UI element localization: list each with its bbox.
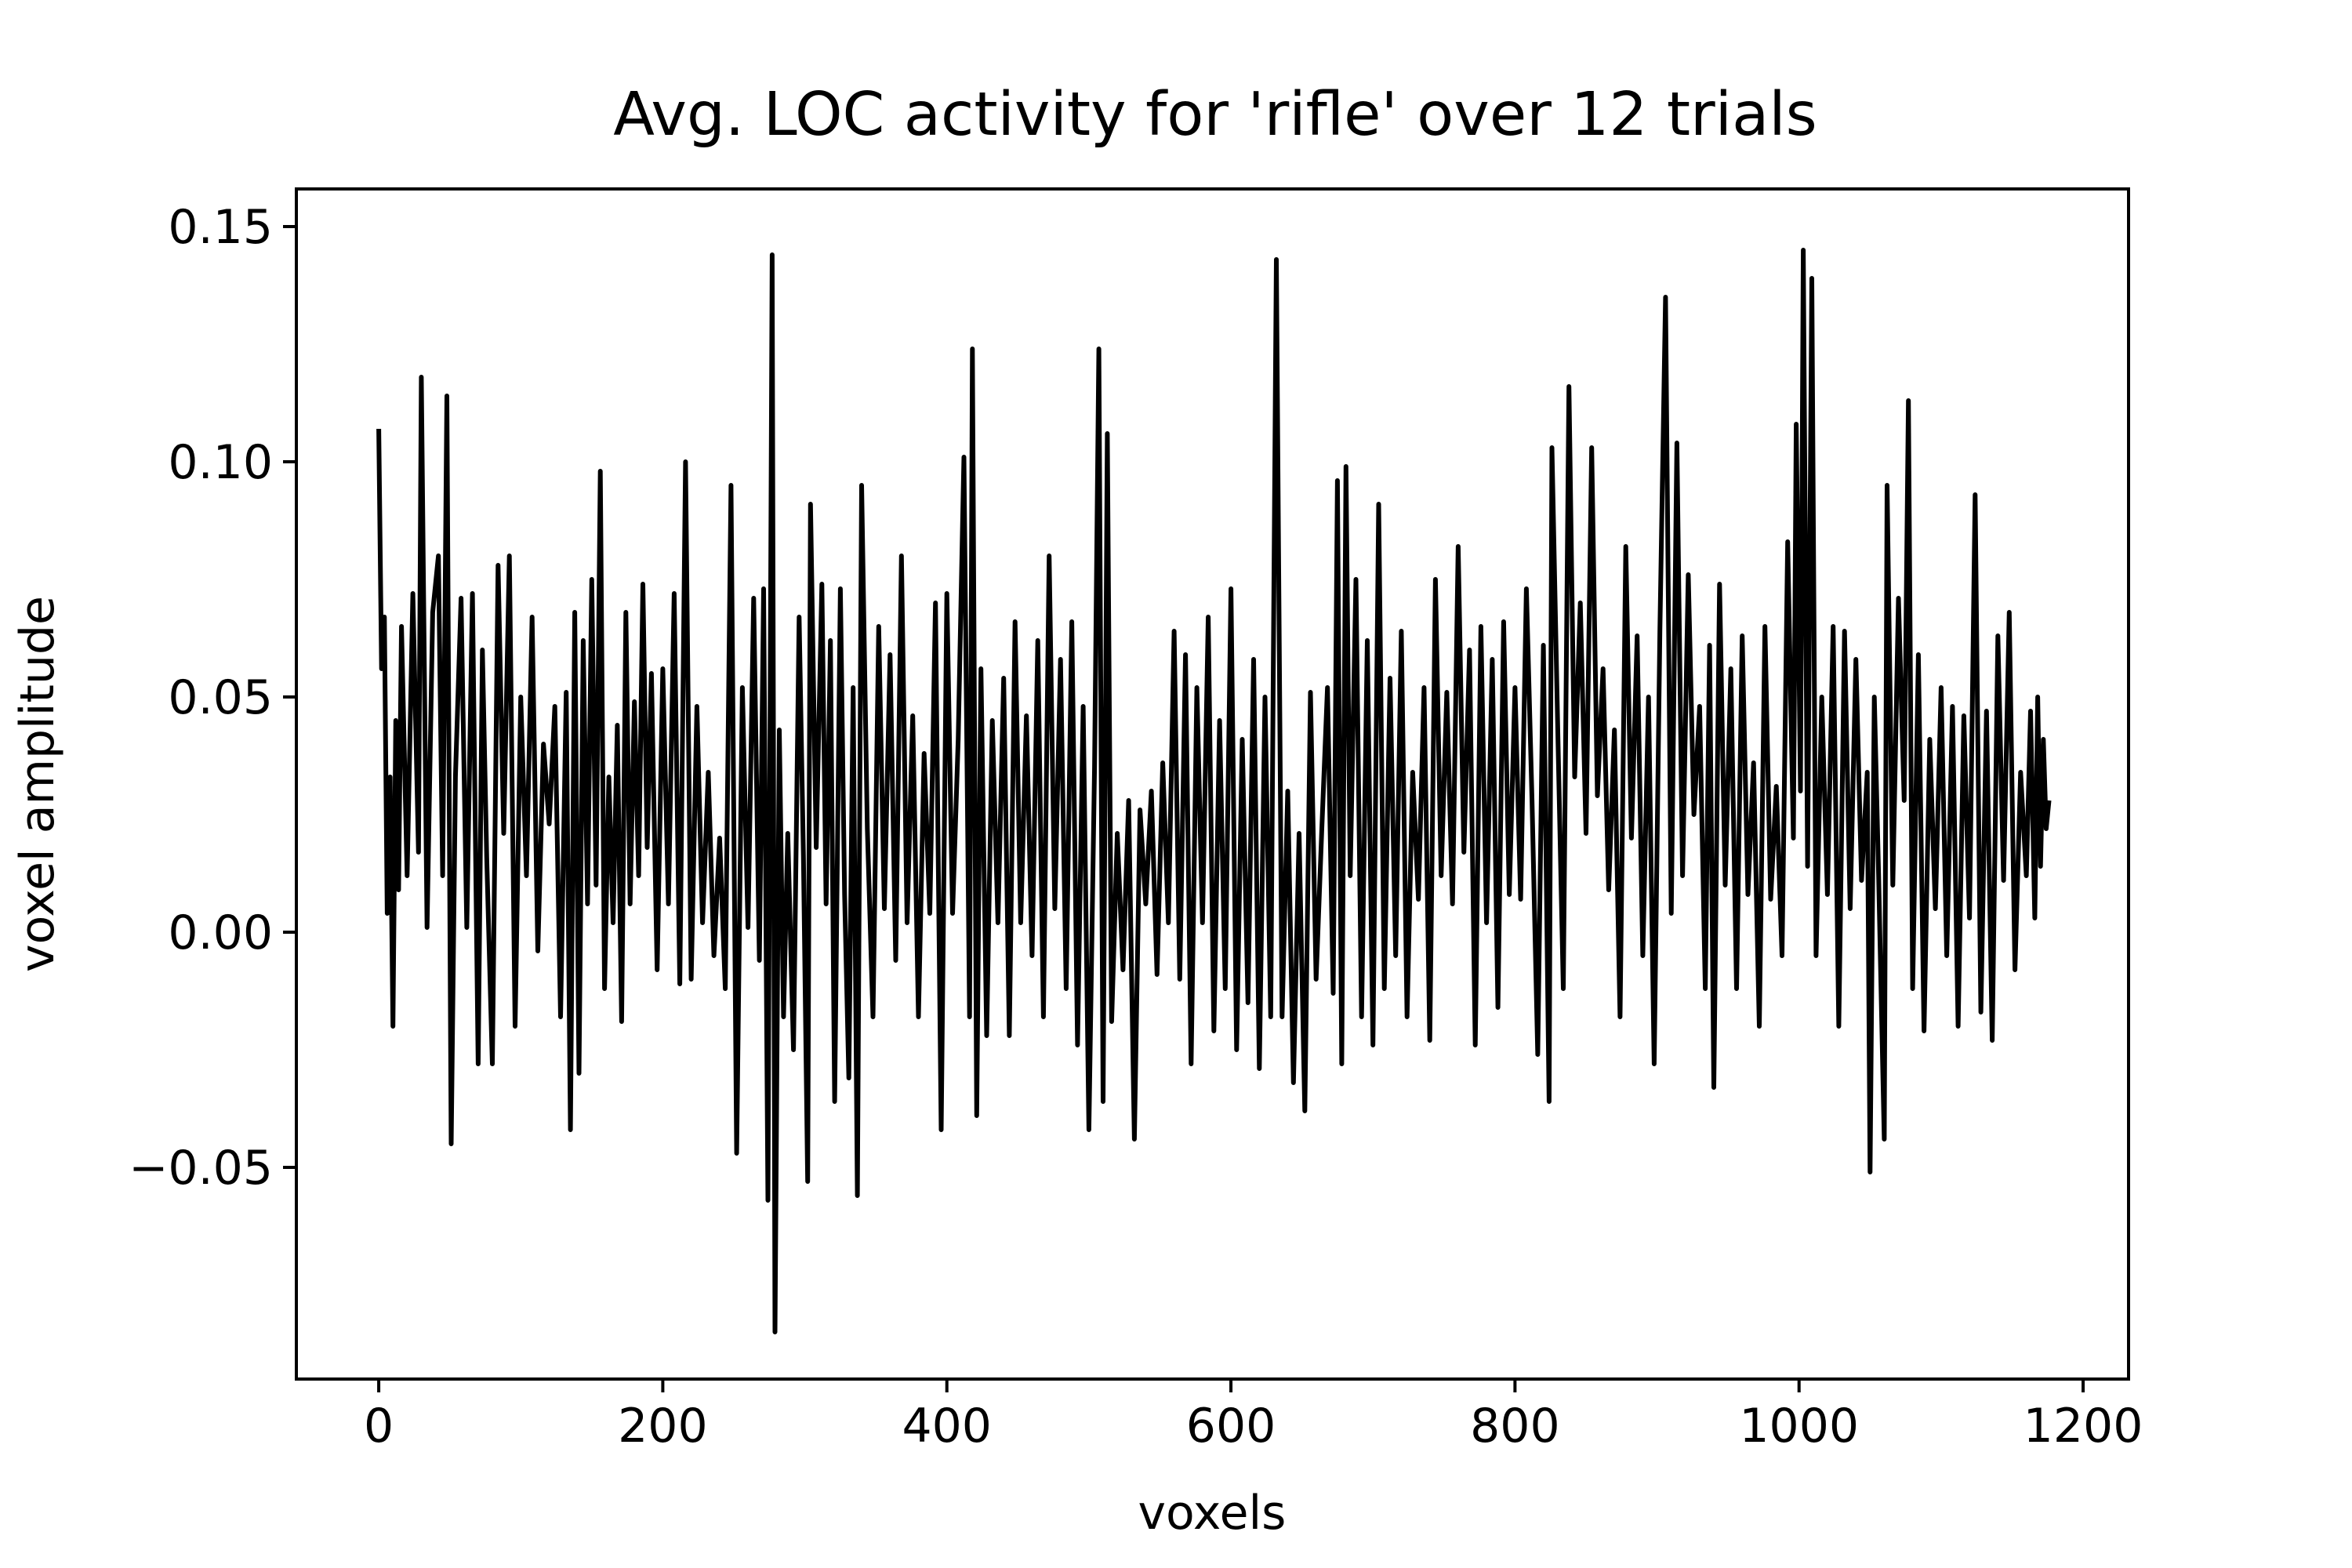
y-axis: 0.15 0.10 0.05 0.00 −0.05 [129,200,296,1196]
y-tick-label: −0.05 [129,1141,273,1196]
x-tick-label: 400 [902,1399,992,1454]
y-axis-label: voxel amplitude [10,596,65,972]
x-axis-label: voxels [1138,1486,1287,1541]
series-line [376,248,2052,1334]
x-axis: 0 200 400 600 800 1000 1200 [364,1379,2143,1454]
y-tick-label: 0.15 [168,200,273,255]
x-tick-label: 0 [364,1399,394,1454]
y-tick-label: 0.05 [168,670,273,725]
x-tick-label: 800 [1470,1399,1560,1454]
plot-frame [295,187,2130,1381]
x-tick-label: 200 [618,1399,708,1454]
y-tick-label: 0.00 [168,906,273,960]
x-tick-label: 600 [1186,1399,1276,1454]
x-tick-label: 1000 [1739,1399,1859,1454]
chart-title: Avg. LOC activity for 'rifle' over 12 tr… [613,80,1817,150]
y-tick-label: 0.10 [168,435,273,490]
plot-area [376,248,2052,1334]
x-tick-label: 1200 [2024,1399,2143,1454]
